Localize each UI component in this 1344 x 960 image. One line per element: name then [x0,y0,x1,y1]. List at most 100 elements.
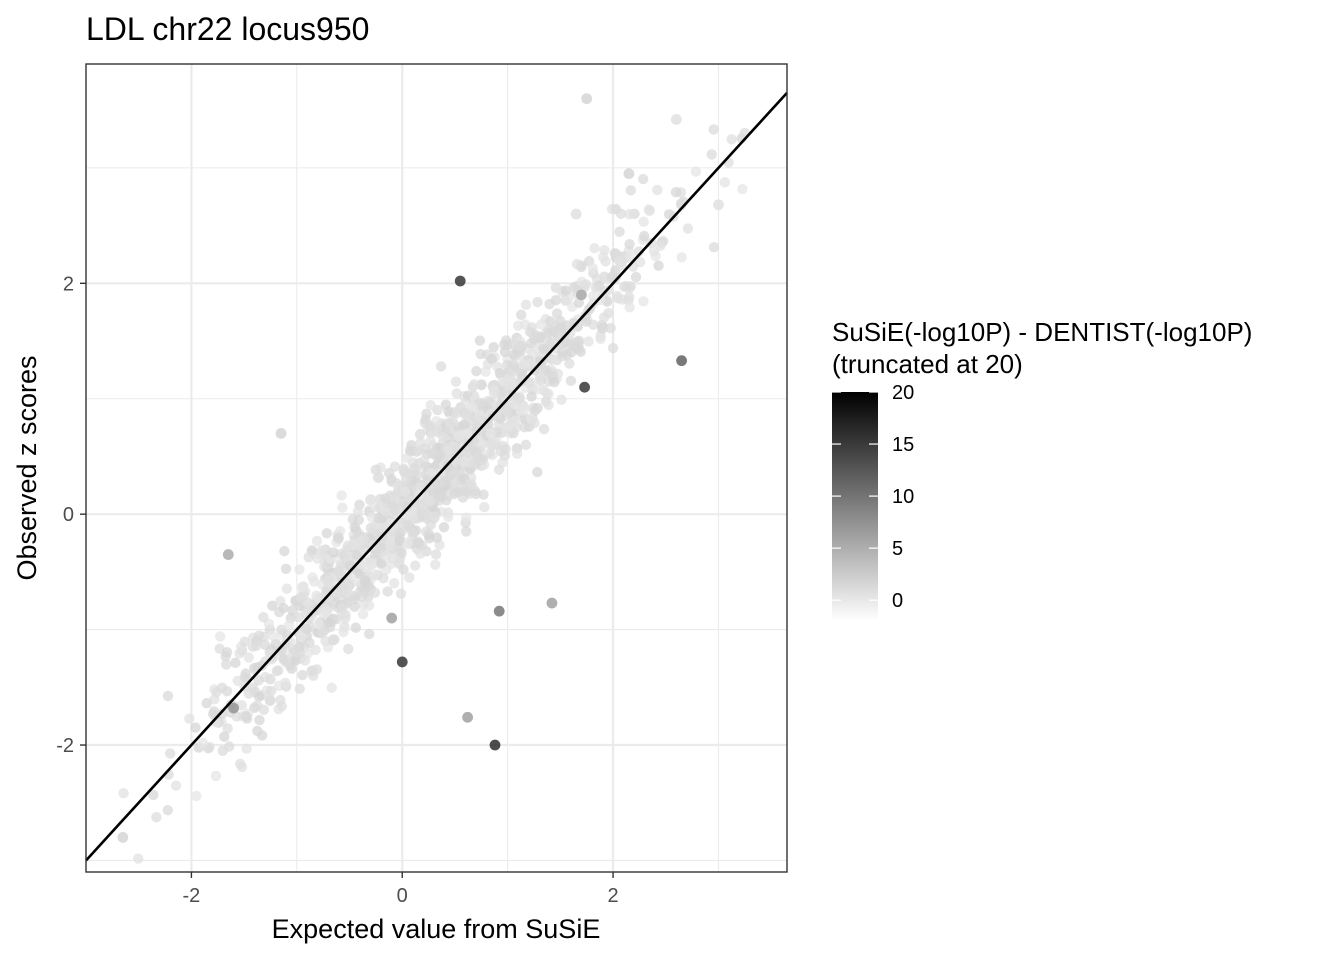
data-point [236,761,248,773]
data-point [335,548,347,560]
data-point [532,466,543,478]
data-point [425,435,436,447]
data-point [719,177,731,188]
data-point-highlight [275,427,287,439]
data-point [358,599,369,610]
data-point [380,506,391,518]
y-axis-title: Observed z scores [12,355,42,580]
data-point [568,282,579,293]
data-point [614,256,625,267]
data-point [644,205,655,217]
data-point-highlight [454,275,466,287]
data-point [565,327,576,339]
data-point [520,299,532,311]
data-point [525,338,537,349]
data-point [590,282,602,293]
data-point [333,566,344,577]
data-point [337,502,348,513]
data-point [488,342,499,353]
data-point [624,209,635,220]
data-point [518,401,530,413]
data-point [278,602,289,614]
data-point [624,302,635,313]
data-point [336,602,348,614]
data-point [690,166,702,177]
legend-ticks: 0 5 10 15 20 [832,382,914,612]
data-point-highlight [386,612,398,624]
data-point [303,552,314,563]
data-point [220,659,232,670]
data-point [557,347,568,358]
data-point-highlight [462,711,473,723]
data-point [633,246,645,257]
data-point [510,399,521,411]
data-point [320,607,332,618]
data-point [431,532,443,543]
data-point-highlight [623,168,635,180]
data-point [425,421,436,432]
data-point [190,722,201,733]
data-point [519,421,530,433]
data-point [323,575,335,586]
data-point [359,575,371,586]
data-point [510,415,522,426]
data-point [234,648,245,659]
data-point [312,553,323,564]
data-point [313,619,324,630]
data-point [303,598,314,609]
data-point [478,489,489,500]
data-point [400,486,411,498]
data-point [555,338,566,349]
data-point [401,501,413,512]
legend-title-line-1: SuSiE(-log10P) - DENTIST(-log10P) [832,317,1252,347]
data-point [380,550,391,561]
data-point [378,573,389,584]
data-point [224,741,235,752]
data-point [447,468,459,479]
data-point [323,617,335,628]
data-point [281,583,293,594]
data-point [588,290,599,302]
data-point [410,560,421,571]
data-point [407,527,418,538]
data-point [370,464,381,476]
data-point [210,716,221,728]
data-point [390,490,401,502]
data-point [444,418,455,429]
data-point [148,789,159,801]
data-point [575,346,587,357]
data-point [541,387,553,399]
legend-tick-label: 5 [892,538,903,560]
data-point [451,408,462,419]
data-point [211,686,222,698]
data-point [239,636,250,647]
data-point [425,399,436,411]
data-point [351,549,362,560]
y-tick-label: 2 [63,273,74,295]
data-point [373,512,384,524]
x-tick-label: 2 [608,885,619,907]
data-point [706,149,717,160]
data-point [438,522,450,533]
data-point [543,399,554,411]
data-point [443,406,454,417]
data-point [459,419,470,431]
data-point [515,309,527,321]
data-point [349,593,361,605]
x-axis-ticks: -2 0 2 [183,872,619,907]
data-point [311,535,323,547]
data-point [231,711,242,722]
data-point [435,449,446,460]
legend-tick-label: 0 [892,590,903,612]
x-tick-label: 0 [397,885,408,907]
data-point [556,394,567,405]
data-point [267,600,278,611]
data-point [607,342,619,354]
x-axis-title: Expected value from SuSiE [272,914,601,944]
data-point [549,376,560,388]
data-point-highlight [676,355,687,367]
data-point [520,439,532,451]
data-point-highlight [117,831,129,843]
data-point [682,223,694,234]
data-point [663,209,675,220]
